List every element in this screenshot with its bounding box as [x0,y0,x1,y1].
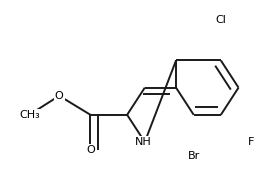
Text: O: O [55,91,63,101]
Text: Br: Br [188,151,200,161]
Text: O: O [86,145,95,155]
Text: NH: NH [135,137,152,147]
Text: F: F [248,137,254,147]
Text: Cl: Cl [216,15,226,25]
Text: CH₃: CH₃ [19,110,40,120]
